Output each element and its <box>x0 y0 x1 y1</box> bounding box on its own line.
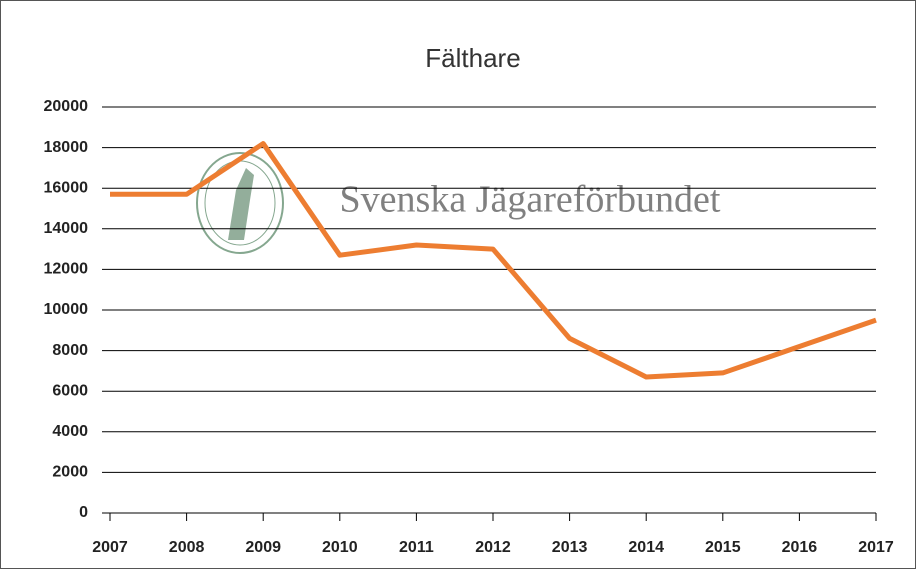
y-tick-label: 4000 <box>52 423 88 440</box>
y-tick-label: 0 <box>79 504 88 521</box>
x-tick-label: 2013 <box>552 539 588 556</box>
data-line <box>110 141 877 380</box>
y-tick-label: 18000 <box>44 139 89 156</box>
x-tick-label: 2007 <box>92 539 128 556</box>
chart-title: Fälthare <box>425 43 520 73</box>
x-tick-label: 2016 <box>782 539 818 556</box>
watermark: Svenska Jägareförbundet <box>340 179 721 221</box>
x-tick-label: 2015 <box>705 539 741 556</box>
x-tick-label: 2014 <box>628 539 664 556</box>
y-tick-label: 2000 <box>52 464 88 481</box>
x-tick-label: 2009 <box>245 539 281 556</box>
x-tick-label: 2010 <box>322 539 358 556</box>
y-tick-label: 6000 <box>52 382 88 399</box>
y-tick-label: 12000 <box>44 261 89 278</box>
y-tick-label: 20000 <box>44 98 89 115</box>
y-tick-label: 10000 <box>44 301 89 318</box>
x-tick-label: 2017 <box>858 539 894 556</box>
x-tick-label: 2012 <box>475 539 511 556</box>
x-tick-label: 2008 <box>169 539 205 556</box>
y-tick-label: 14000 <box>44 220 89 237</box>
y-tick-label: 8000 <box>52 342 88 359</box>
y-tick-label: 16000 <box>44 179 89 196</box>
x-tick-label: 2011 <box>399 539 434 556</box>
